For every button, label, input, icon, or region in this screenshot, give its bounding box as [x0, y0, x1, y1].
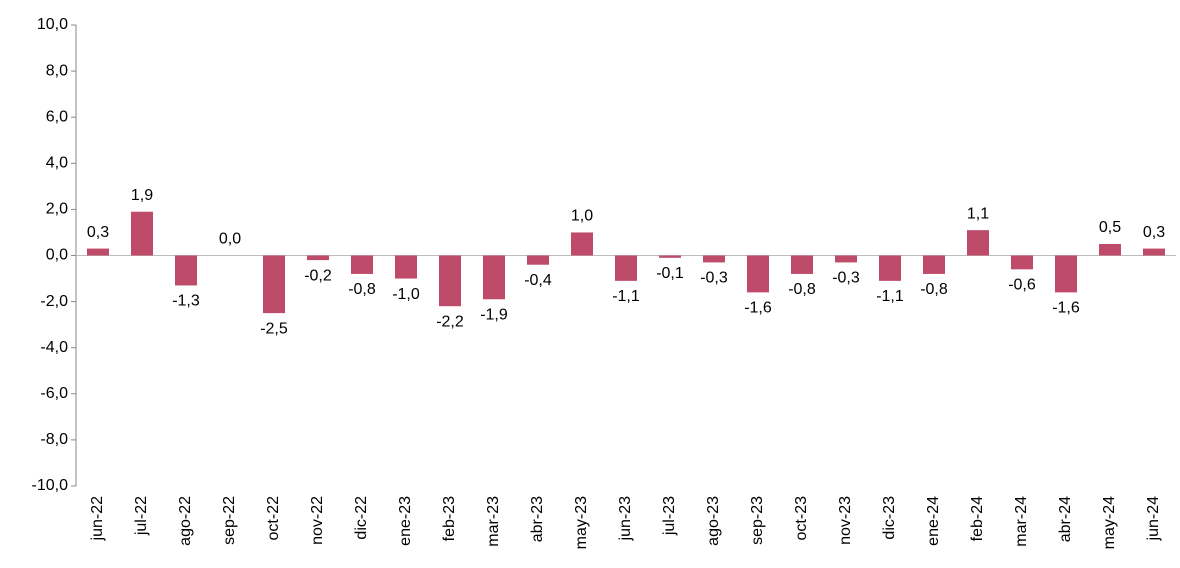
y-tick-label: -6,0	[40, 385, 68, 402]
value-label: 0,0	[219, 231, 241, 248]
bar	[571, 232, 593, 256]
value-label: -1,1	[876, 288, 904, 305]
bar	[1143, 248, 1165, 256]
y-tick-label: -2,0	[40, 293, 68, 310]
bar	[791, 255, 813, 274]
x-tick-label: mar-24	[1013, 496, 1030, 547]
bar	[967, 230, 989, 256]
x-tick-label: may-24	[1101, 496, 1118, 549]
value-label: -0,8	[788, 281, 816, 298]
value-label: -0,3	[700, 270, 728, 287]
x-tick-label: dic-23	[881, 496, 898, 540]
value-label: -0,2	[304, 267, 332, 284]
x-tick-label: jun-23	[617, 496, 634, 542]
x-tick-label: may-23	[573, 496, 590, 549]
y-tick-label: 10,0	[37, 16, 68, 33]
bar	[1011, 255, 1033, 270]
value-label: 1,0	[571, 208, 593, 225]
x-tick-label: nov-23	[837, 496, 854, 545]
bar	[615, 255, 637, 281]
value-label: -1,6	[744, 300, 772, 317]
value-label: -2,5	[260, 320, 288, 337]
x-tick-label: ago-23	[705, 496, 722, 546]
x-tick-label: abr-23	[529, 496, 546, 542]
y-tick-label: 8,0	[46, 62, 68, 79]
value-label: -1,6	[1052, 300, 1080, 317]
bar	[1055, 255, 1077, 293]
value-label: -0,4	[524, 272, 552, 289]
value-label: 0,5	[1099, 219, 1121, 236]
x-tick-label: oct-23	[793, 496, 810, 541]
y-tick-label: -8,0	[40, 431, 68, 448]
x-tick-label: ene-24	[925, 496, 942, 546]
value-label: -0,8	[920, 281, 948, 298]
value-label: 1,9	[131, 187, 153, 204]
bar	[527, 255, 549, 265]
x-tick-label: sep-22	[221, 496, 238, 545]
bar	[395, 255, 417, 279]
x-tick-label: abr-24	[1057, 496, 1074, 542]
bar	[131, 211, 153, 256]
value-label: -1,1	[612, 288, 640, 305]
x-tick-label: jul-22	[133, 496, 150, 536]
value-label: 1,1	[967, 205, 989, 222]
x-tick-label: feb-24	[969, 496, 986, 541]
bar	[879, 255, 901, 281]
x-tick-label: mar-23	[485, 496, 502, 547]
y-tick-label: 0,0	[46, 247, 68, 264]
bar	[351, 255, 373, 274]
value-label: -2,2	[436, 313, 464, 330]
x-tick-label: feb-23	[441, 496, 458, 541]
bar	[307, 255, 329, 261]
value-label: 0,3	[87, 224, 109, 241]
y-tick-label: 4,0	[46, 155, 68, 172]
x-tick-label: jun-22	[89, 496, 106, 542]
value-label: -0,8	[348, 281, 376, 298]
bar	[835, 255, 857, 263]
bar	[87, 248, 109, 256]
x-tick-label: jul-23	[661, 496, 678, 536]
value-label: -1,9	[480, 307, 508, 324]
bar	[747, 255, 769, 293]
bar	[263, 255, 285, 314]
value-label: -0,6	[1008, 277, 1036, 294]
x-tick-label: oct-22	[265, 496, 282, 541]
bar	[175, 255, 197, 286]
value-label: -0,1	[656, 265, 684, 282]
value-label: -0,3	[832, 270, 860, 287]
bar	[659, 255, 681, 258]
value-label: 0,3	[1143, 224, 1165, 241]
bar	[1099, 243, 1121, 256]
y-tick-label: 2,0	[46, 201, 68, 218]
bar	[703, 255, 725, 263]
x-tick-label: sep-23	[749, 496, 766, 545]
x-tick-label: ene-23	[397, 496, 414, 546]
y-tick-label: 6,0	[46, 108, 68, 125]
value-label: -1,0	[392, 286, 420, 303]
value-label: -1,3	[172, 293, 200, 310]
x-tick-label: dic-22	[353, 496, 370, 540]
bar	[923, 255, 945, 274]
y-tick-label: -4,0	[40, 339, 68, 356]
bar	[483, 255, 505, 300]
bar	[439, 255, 461, 307]
x-tick-label: jun-24	[1145, 496, 1162, 542]
x-tick-label: nov-22	[309, 496, 326, 545]
x-tick-label: ago-22	[177, 496, 194, 546]
y-tick-label: -10,0	[32, 477, 69, 494]
